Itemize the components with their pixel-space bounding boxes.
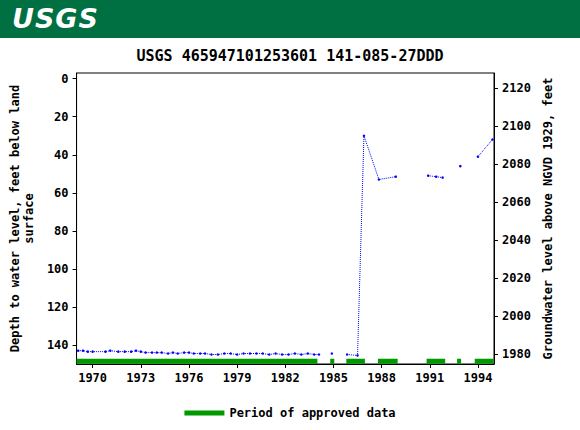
- svg-text:surface: surface: [22, 193, 36, 244]
- svg-text:1991: 1991: [415, 371, 444, 385]
- svg-text:1985: 1985: [319, 371, 348, 385]
- svg-text:1980: 1980: [502, 347, 531, 361]
- svg-text:2080: 2080: [502, 157, 531, 171]
- html-text:USGS: USGS: [12, 3, 99, 34]
- svg-text:1979: 1979: [223, 371, 252, 385]
- svg-text:60: 60: [54, 186, 68, 200]
- svg-text:1982: 1982: [271, 371, 300, 385]
- svg-text:Period of approved data: Period of approved data: [229, 406, 395, 420]
- svg-text:120: 120: [47, 300, 69, 314]
- svg-text:Groundwater level above NGVD 1: Groundwater level above NGVD 1929, feet: [541, 78, 555, 360]
- svg-text:140: 140: [47, 338, 69, 352]
- svg-text:1994: 1994: [463, 371, 492, 385]
- svg-text:100: 100: [47, 262, 69, 276]
- svg-text:2100: 2100: [502, 119, 531, 133]
- svg-text:1976: 1976: [175, 371, 204, 385]
- svg-text:2060: 2060: [502, 195, 531, 209]
- svg-text:1973: 1973: [126, 371, 155, 385]
- svg-text:1970: 1970: [78, 371, 107, 385]
- svg-text:1988: 1988: [367, 371, 396, 385]
- svg-text:40: 40: [54, 148, 68, 162]
- svg-text:2040: 2040: [502, 233, 531, 247]
- svg-text:2120: 2120: [502, 81, 531, 95]
- svg-text:0: 0: [61, 72, 68, 86]
- svg-text:Depth to water level, feet bel: Depth to water level, feet below land: [8, 85, 22, 352]
- svg-text:20: 20: [54, 110, 68, 124]
- svg-text:USGS 465947101253601 141-085-2: USGS 465947101253601 141-085-27DDD: [136, 47, 443, 65]
- svg-text:2020: 2020: [502, 271, 531, 285]
- svg-text:2000: 2000: [502, 309, 531, 323]
- svg-text:80: 80: [54, 224, 68, 238]
